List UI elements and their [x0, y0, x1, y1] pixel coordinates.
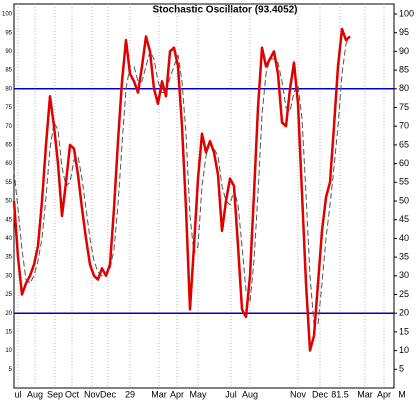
- series-line: [12, 27, 351, 352]
- y-tick-label-right: 45: [399, 214, 409, 224]
- y-tick-label-left: 50: [5, 199, 12, 205]
- x-tick-label: Apr: [170, 389, 184, 399]
- x-tick-label: 29: [125, 389, 135, 399]
- x-tick-label: Nov: [84, 389, 101, 399]
- y-tick-label-left: 30: [5, 273, 12, 279]
- y-tick-label-right: 95: [399, 27, 409, 37]
- y-tick-label-right: 35: [399, 251, 409, 261]
- x-tick-label: Dec: [100, 389, 117, 399]
- y-tick-label-left: 85: [5, 68, 12, 74]
- y-tick-label-right: 75: [399, 102, 409, 112]
- plot-frame: [13, 3, 395, 389]
- x-tick-label: ul: [14, 389, 21, 399]
- y-tick-label-right: 90: [399, 46, 409, 56]
- y-tick-label-left: 60: [5, 161, 12, 167]
- y-tick-label-left: 40: [5, 236, 12, 242]
- y-tick-label-right: 20: [399, 308, 409, 318]
- y-tick-label-left: 75: [5, 105, 12, 111]
- y-tick-label-right: 30: [399, 270, 409, 280]
- y-tick-label-left: 35: [5, 255, 12, 261]
- x-tick-label: Jul: [225, 389, 237, 399]
- y-tick-label-right: 85: [399, 64, 409, 74]
- y-tick-label-left: 45: [5, 217, 12, 223]
- x-tick-label: May: [189, 389, 207, 399]
- x-tick-label: Aug: [27, 389, 43, 399]
- x-tick-label: Dec: [312, 389, 329, 399]
- y-tick-label-left: 20: [5, 311, 12, 317]
- y-tick-label-left: 90: [5, 49, 12, 55]
- x-tick-label: M: [398, 389, 406, 399]
- y-tick-label-right: 55: [399, 177, 409, 187]
- chart-title: Stochastic Oscillator (93.4052): [152, 5, 297, 16]
- y-tick-label-right: 80: [399, 83, 409, 93]
- x-tick-label: Oct: [65, 389, 80, 399]
- x-tick-label: Sep: [47, 389, 63, 399]
- x-tick-label: Nov: [290, 389, 307, 399]
- y-tick-label-right: 25: [399, 289, 409, 299]
- y-tick-label-right: 50: [399, 195, 409, 205]
- y-tick-label-right: 40: [399, 233, 409, 243]
- y-tick-label-left: 55: [5, 180, 12, 186]
- y-tick-label-right: 100: [399, 8, 414, 18]
- series-line: [13, 36, 351, 325]
- y-tick-label-right: 70: [399, 121, 409, 131]
- y-tick-label-right: 60: [399, 158, 409, 168]
- y-tick-label-left: 100: [2, 12, 13, 18]
- y-tick-label-left: 80: [5, 86, 12, 92]
- x-tick-label: Aug: [242, 389, 258, 399]
- x-tick-label: Apr: [377, 389, 391, 399]
- y-tick-label-left: 25: [5, 292, 12, 298]
- y-tick-label-left: 70: [5, 124, 12, 130]
- y-tick-label-left: 15: [5, 329, 12, 335]
- y-tick-label-right: 5: [399, 364, 404, 374]
- y-tick-label-right: 15: [399, 326, 409, 336]
- x-tick-label: Mar: [357, 389, 373, 399]
- x-tick-label: 81.5: [331, 389, 349, 399]
- x-tick-label: Mar: [151, 389, 167, 399]
- y-tick-label-left: 5: [9, 367, 13, 373]
- y-tick-label-right: 65: [399, 139, 409, 149]
- y-tick-label-right: 10: [399, 345, 409, 355]
- y-tick-label-left: 95: [5, 30, 12, 36]
- y-tick-label-left: 10: [5, 348, 12, 354]
- y-tick-label-left: 65: [5, 142, 12, 148]
